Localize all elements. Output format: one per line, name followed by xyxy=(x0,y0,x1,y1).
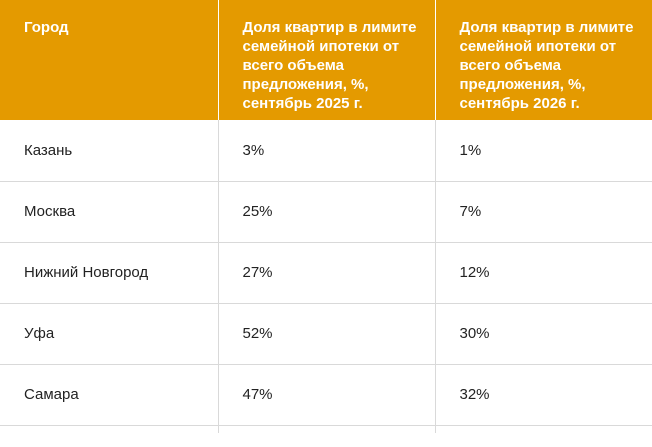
header-row: Город Доля квартир в лимите семейной ипо… xyxy=(0,0,652,120)
table-row: Нижний Новгород 27% 12% xyxy=(0,242,652,304)
cell-share-2026: 12% xyxy=(435,242,652,304)
cell-city: Самара xyxy=(0,364,219,426)
table-body: Казань 3% 1% Москва 25% 7% Нижний Новгор… xyxy=(0,120,652,433)
cell-share-2025: 27% xyxy=(218,242,436,304)
cell-share-2025: 25% xyxy=(218,181,436,243)
cell-share-2025: 52% xyxy=(218,303,436,365)
header-share-2026: Доля квартир в лимите семейной ипотеки о… xyxy=(435,0,652,120)
table-header: Город Доля квартир в лимите семейной ипо… xyxy=(0,0,652,120)
table-row: Самара 47% 32% xyxy=(0,364,652,426)
table-row: Уфа 52% 30% xyxy=(0,303,652,365)
cell-share-2026: 32% xyxy=(435,364,652,426)
cell-share-2026: 1% xyxy=(435,120,652,182)
cell-share-2025: 47% xyxy=(218,364,436,426)
header-share-2025: Доля квартир в лимите семейной ипотеки о… xyxy=(218,0,436,120)
cell-empty xyxy=(0,425,219,433)
cell-share-2026: 7% xyxy=(435,181,652,243)
cell-share-2025: 3% xyxy=(218,120,436,182)
cell-share-2026: 30% xyxy=(435,303,652,365)
cell-city: Москва xyxy=(0,181,219,243)
cell-empty xyxy=(435,425,652,433)
mortgage-share-table: Город Доля квартир в лимите семейной ипо… xyxy=(0,0,652,433)
cell-city: Нижний Новгород xyxy=(0,242,219,304)
table-row: Москва 25% 7% xyxy=(0,181,652,243)
header-city: Город xyxy=(0,0,219,120)
cell-city: Уфа xyxy=(0,303,219,365)
table-row-cut-off xyxy=(0,425,652,433)
cell-city: Казань xyxy=(0,120,219,182)
table-row: Казань 3% 1% xyxy=(0,120,652,182)
cell-empty xyxy=(218,425,436,433)
